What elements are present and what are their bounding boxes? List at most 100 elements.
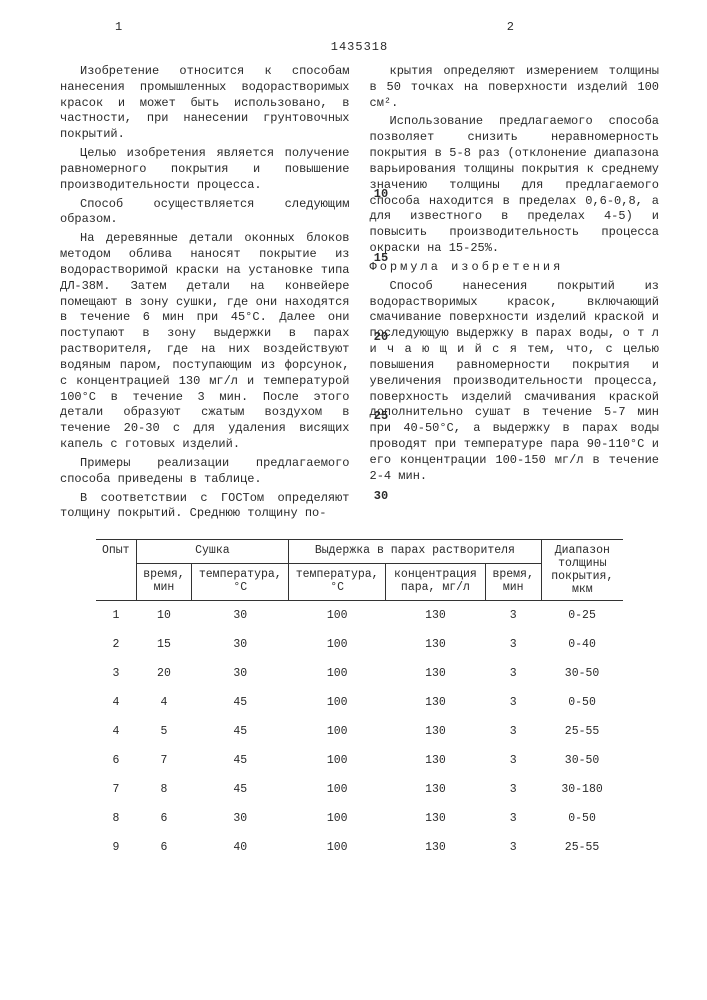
line-marker: 25 [372, 409, 390, 423]
table-cell: 30-180 [541, 775, 623, 804]
table-row: 9640100130325-55 [96, 833, 623, 862]
paragraph: Примеры реализации предлагаемого способа… [60, 456, 350, 488]
table-cell: 10 [136, 601, 192, 631]
left-column: Изобретение относится к способам нанесен… [60, 64, 350, 525]
table-row: 444510013030-50 [96, 688, 623, 717]
table-cell: 130 [386, 659, 486, 688]
line-marker: 10 [372, 187, 390, 201]
table-cell: 3 [485, 804, 541, 833]
line-marker: 15 [372, 251, 390, 265]
table-cell: 6 [136, 804, 192, 833]
table-cell: 45 [192, 717, 289, 746]
paragraph: Способ нанесения покрытий из водораствор… [370, 279, 660, 485]
table-cell: 100 [289, 804, 386, 833]
col-header: Диапазон толщины покрытия, мкм [541, 540, 623, 601]
right-column: крытия определяют измерением толщины в 5… [370, 64, 660, 525]
table-cell: 1 [96, 601, 136, 631]
table-cell: 0-40 [541, 630, 623, 659]
formula-title: Формула изобретения [370, 260, 660, 276]
table-row: 4545100130325-55 [96, 717, 623, 746]
paragraph: Изобретение относится к способам нанесен… [60, 64, 350, 143]
table-cell: 130 [386, 804, 486, 833]
table-cell: 45 [192, 688, 289, 717]
table-cell: 20 [136, 659, 192, 688]
table-cell: 6 [136, 833, 192, 862]
line-marker: 30 [372, 489, 390, 503]
col-header: Сушка [136, 540, 289, 564]
table-cell: 4 [136, 688, 192, 717]
col-header: Выдержка в парах растворителя [289, 540, 541, 564]
table-row: 32030100130330-50 [96, 659, 623, 688]
table-cell: 100 [289, 717, 386, 746]
table-cell: 30-50 [541, 746, 623, 775]
table-cell: 5 [136, 717, 192, 746]
document-number: 1435318 [60, 40, 659, 54]
table-cell: 2 [96, 630, 136, 659]
table-cell: 130 [386, 717, 486, 746]
table-cell: 130 [386, 630, 486, 659]
table-cell: 30 [192, 804, 289, 833]
table-cell: 45 [192, 746, 289, 775]
paragraph: На деревянные детали оконных блоков мето… [60, 231, 350, 453]
table-cell: 25-55 [541, 717, 623, 746]
table-cell: 3 [485, 775, 541, 804]
table-cell: 130 [386, 746, 486, 775]
col-header: Опыт [96, 540, 136, 601]
line-marker: 20 [372, 330, 390, 344]
table-cell: 3 [485, 601, 541, 631]
page-number-left: 1 [115, 20, 122, 34]
table-cell: 30 [192, 659, 289, 688]
col-subheader: температура, °С [192, 563, 289, 600]
table-cell: 3 [96, 659, 136, 688]
table-cell: 130 [386, 601, 486, 631]
table-cell: 4 [96, 688, 136, 717]
table-cell: 3 [485, 630, 541, 659]
table-cell: 7 [96, 775, 136, 804]
paragraph: Способ осуществляется следующим образом. [60, 197, 350, 229]
table-cell: 25-55 [541, 833, 623, 862]
table-body: 1103010013030-252153010013030-4032030100… [96, 601, 623, 863]
table-cell: 45 [192, 775, 289, 804]
table-row: 7845100130330-180 [96, 775, 623, 804]
table-cell: 3 [485, 746, 541, 775]
table-cell: 100 [289, 688, 386, 717]
table-cell: 100 [289, 833, 386, 862]
table-cell: 0-25 [541, 601, 623, 631]
table-cell: 130 [386, 688, 486, 717]
table-cell: 100 [289, 775, 386, 804]
table-cell: 3 [485, 833, 541, 862]
col-subheader: время, мин [136, 563, 192, 600]
table-cell: 3 [485, 659, 541, 688]
table-cell: 100 [289, 601, 386, 631]
table-row: 2153010013030-40 [96, 630, 623, 659]
paragraph: крытия определяют измерением толщины в 5… [370, 64, 660, 111]
paragraph: В соответствии с ГОСТом определяют толщи… [60, 491, 350, 523]
table-row: 863010013030-50 [96, 804, 623, 833]
col-subheader: температура, °С [289, 563, 386, 600]
table-cell: 40 [192, 833, 289, 862]
table-cell: 15 [136, 630, 192, 659]
col-subheader: концентрация пара, мг/л [386, 563, 486, 600]
table-cell: 30-50 [541, 659, 623, 688]
table-cell: 130 [386, 833, 486, 862]
table-cell: 3 [485, 717, 541, 746]
table-cell: 6 [96, 746, 136, 775]
table-cell: 30 [192, 601, 289, 631]
table-cell: 3 [485, 688, 541, 717]
table-cell: 100 [289, 746, 386, 775]
table-cell: 100 [289, 630, 386, 659]
table-cell: 130 [386, 775, 486, 804]
table-cell: 100 [289, 659, 386, 688]
table-row: 6745100130330-50 [96, 746, 623, 775]
data-table: Опыт Сушка Выдержка в парах растворителя… [96, 539, 623, 862]
paragraph: Использование предлагаемого способа позв… [370, 114, 660, 256]
paragraph: Целью изобретения является получение рав… [60, 146, 350, 193]
table-cell: 0-50 [541, 804, 623, 833]
table-cell: 30 [192, 630, 289, 659]
table-cell: 4 [96, 717, 136, 746]
table-cell: 7 [136, 746, 192, 775]
page-number-right: 2 [507, 20, 514, 34]
col-subheader: время, мин [485, 563, 541, 600]
table-cell: 9 [96, 833, 136, 862]
table-row: 1103010013030-25 [96, 601, 623, 631]
